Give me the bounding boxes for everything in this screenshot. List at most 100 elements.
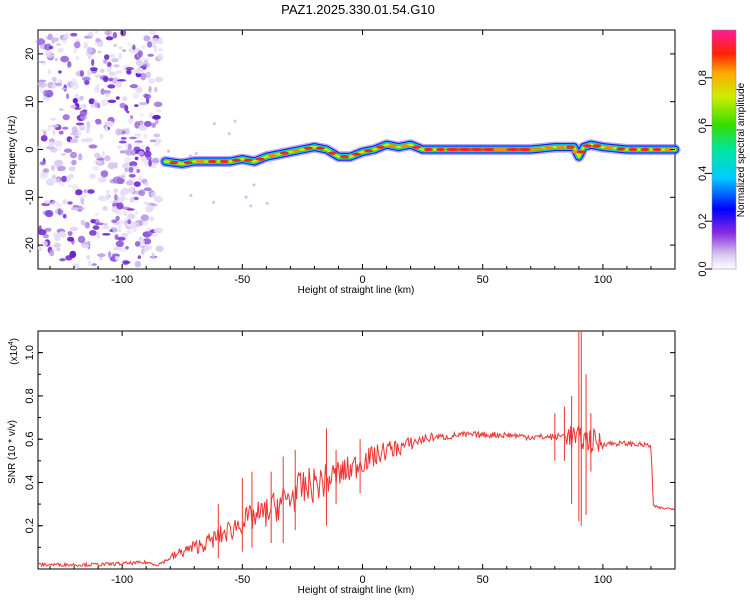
noise-speckle: [149, 30, 156, 35]
noise-speckle: [113, 188, 119, 193]
noise-speckle: [54, 57, 59, 62]
noise-speckle: [70, 82, 80, 90]
noise-speckle: [60, 153, 67, 156]
noise-speckle: [115, 128, 123, 136]
noise-speckle: [98, 195, 108, 202]
noise-speckle: [138, 102, 148, 106]
x-tick-label: -100: [111, 274, 133, 286]
noise-speckle: [132, 44, 136, 50]
noise-speckle: [72, 98, 78, 104]
ridge-peak: [243, 158, 253, 162]
noise-speckle: [212, 122, 216, 126]
noise-speckle: [103, 76, 109, 83]
noise-speckle: [144, 94, 152, 99]
ridge-peak: [195, 159, 205, 164]
noise-speckle: [79, 95, 84, 101]
noise-speckle: [127, 42, 133, 47]
noise-speckle: [108, 71, 117, 77]
noise-speckle: [85, 126, 91, 134]
noise-speckle: [134, 141, 141, 146]
noise-speckle: [167, 149, 171, 153]
noise-speckle: [88, 260, 92, 267]
noise-speckle: [86, 121, 91, 129]
noise-speckle: [265, 201, 269, 205]
noise-speckle: [67, 184, 72, 188]
ridge-peak: [664, 147, 674, 152]
noise-speckle: [120, 29, 127, 37]
noise-speckle: [92, 165, 100, 171]
noise-speckle: [136, 168, 141, 174]
noise-speckle: [117, 145, 122, 150]
y-tick-label: -10: [24, 189, 36, 205]
noise-speckle: [43, 131, 47, 136]
x-tick-label: 100: [594, 574, 612, 586]
noise-speckle: [153, 101, 163, 108]
noise-speckle: [74, 93, 79, 99]
noise-speckle: [89, 67, 98, 72]
noise-speckle: [143, 35, 151, 42]
noise-speckle: [113, 64, 120, 68]
noise-speckle: [70, 131, 79, 136]
noise-speckle: [101, 151, 105, 156]
noise-speckle: [49, 249, 55, 257]
noise-speckle: [114, 193, 118, 201]
noise-speckle: [80, 219, 86, 226]
noise-speckle: [54, 178, 61, 183]
noise-speckle: [92, 225, 100, 230]
noise-speckle: [150, 162, 157, 169]
noise-speckle: [87, 189, 95, 194]
noise-speckle: [44, 43, 52, 51]
noise-speckle: [124, 142, 128, 148]
ridge-peak: [424, 147, 434, 152]
noise-speckle: [157, 48, 163, 51]
noise-speckle: [133, 181, 141, 187]
noise-speckle: [47, 33, 53, 41]
noise-speckle: [194, 152, 198, 155]
noise-speckle: [112, 176, 122, 184]
noise-speckle: [42, 62, 47, 66]
ridge-peak: [565, 145, 575, 149]
ridge-peak: [400, 144, 410, 148]
noise-speckle: [109, 53, 116, 58]
ridge-peak: [352, 152, 361, 156]
noise-speckle: [145, 97, 150, 104]
ridge-peak: [340, 155, 349, 159]
noise-speckle: [105, 36, 114, 41]
noise-speckle: [73, 47, 78, 54]
noise-speckle: [48, 141, 54, 148]
noise-speckle: [146, 41, 153, 48]
snr-panel: -100 -50 0 50 100 0.2 0.4 0.6 0.8 1.0 Height of s…: [7, 330, 676, 596]
noise-speckle: [38, 60, 46, 64]
noise-speckle: [141, 58, 151, 61]
noise-speckle: [102, 90, 112, 94]
ridge-peak: [604, 146, 614, 150]
noise-speckle: [130, 115, 134, 120]
noise-speckle: [99, 134, 104, 139]
noise-speckle: [144, 202, 151, 205]
noise-speckle: [125, 67, 134, 71]
noise-speckle: [115, 215, 120, 221]
noise-speckle: [52, 232, 62, 238]
noise-speckle: [54, 159, 63, 167]
noise-speckle: [103, 59, 108, 64]
noise-speckle: [157, 78, 164, 81]
noise-speckle: [94, 152, 101, 159]
noise-speckle: [127, 186, 135, 194]
noise-speckle: [154, 86, 158, 93]
noise-speckle: [70, 104, 77, 109]
noise-speckle: [113, 43, 117, 47]
ridge-peak: [255, 157, 265, 161]
ridge-peak: [231, 158, 241, 162]
noise-speckle: [58, 79, 63, 84]
noise-speckle: [137, 50, 143, 58]
noise-speckle: [154, 227, 163, 234]
noise-speckle: [105, 120, 114, 126]
y-tick-label: 0.8: [24, 388, 36, 403]
noise-speckle: [126, 69, 132, 75]
noise-speckle: [94, 74, 103, 78]
noise-speckle: [153, 233, 158, 237]
x-tick-label: 50: [477, 274, 489, 286]
noise-speckle: [96, 231, 101, 239]
